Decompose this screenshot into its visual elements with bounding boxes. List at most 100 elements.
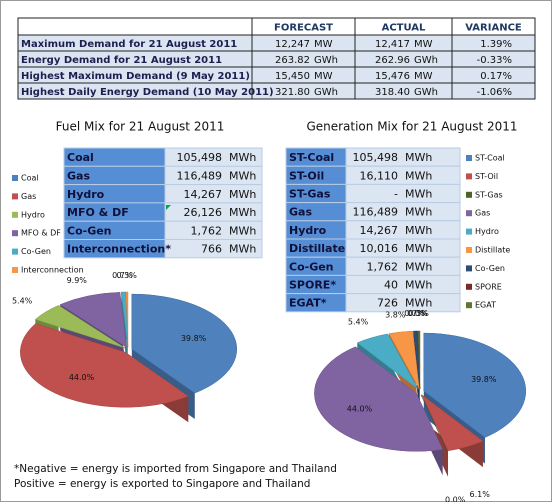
row-label: Interconnection* xyxy=(67,243,171,256)
data-label: 0.3% xyxy=(409,309,430,318)
legend-label: Hydro xyxy=(475,227,499,236)
slice xyxy=(417,330,421,390)
column-header: VARIANCE xyxy=(465,23,522,34)
legend-label: Distillate xyxy=(475,246,510,255)
row-label: Co-Gen xyxy=(67,224,112,237)
row-unit: MWh xyxy=(405,206,432,219)
actual-value: 318.40 xyxy=(375,87,410,98)
row-value: 105,498 xyxy=(353,151,399,164)
row-label: ST-Coal xyxy=(289,151,334,164)
data-label: 5.4% xyxy=(12,297,33,306)
legend-label: ST-Coal xyxy=(475,154,505,163)
actual-unit: GWh xyxy=(414,87,438,98)
data-label: 39.8% xyxy=(471,375,497,384)
legend-swatch xyxy=(466,228,472,235)
row-unit: MWh xyxy=(229,224,256,237)
row-value: 105,498 xyxy=(177,151,223,164)
row-unit: MWh xyxy=(405,188,432,201)
data-label: 39.8% xyxy=(181,334,207,343)
slice xyxy=(421,394,484,452)
data-label: 3.8% xyxy=(385,310,406,319)
row-label: Coal xyxy=(67,151,94,164)
legend-label: ST-Oil xyxy=(475,172,498,181)
data-label: 0.0% xyxy=(445,495,466,502)
forecast-value: 263.82 xyxy=(275,55,310,66)
legend-label: EGAT xyxy=(475,301,496,310)
legend-swatch xyxy=(12,230,18,237)
row-value: - xyxy=(394,188,398,201)
data-label: 44.0% xyxy=(69,373,95,382)
slice xyxy=(131,293,237,394)
legend-swatch xyxy=(466,191,472,198)
data-label: 0.7% xyxy=(112,271,133,280)
row-unit: MWh xyxy=(405,224,432,237)
row-label: SPORE* xyxy=(289,279,336,292)
slice xyxy=(423,332,526,438)
legend-swatch xyxy=(466,155,472,161)
row-label: Highest Daily Energy Demand (10 May 2011… xyxy=(21,87,274,98)
data-label: 0.7% xyxy=(404,309,425,318)
row-value: 14,267 xyxy=(184,188,223,201)
actual-value: 262.96 xyxy=(375,55,410,66)
data-label: 44.0% xyxy=(347,404,373,413)
footnote: *Negative = energy is imported from Sing… xyxy=(14,463,337,475)
row-label: ST-Oil xyxy=(289,169,324,182)
row-unit: MWh xyxy=(229,206,256,219)
slice xyxy=(314,346,444,452)
legend-label: MFO & DF xyxy=(21,229,61,238)
forecast-unit: MW xyxy=(314,71,333,82)
forecast-unit: GWh xyxy=(314,87,338,98)
legend-swatch xyxy=(12,267,18,273)
row-value: 1,762 xyxy=(191,224,223,237)
row-label: Co-Gen xyxy=(289,260,334,273)
legend-swatch xyxy=(466,302,472,309)
actual-value: 12,417 xyxy=(375,39,410,50)
variance-value: 1.39% xyxy=(480,39,512,50)
actual-value: 15,476 xyxy=(375,71,410,82)
row-label: EGAT* xyxy=(289,297,327,310)
row-value: 40 xyxy=(384,279,398,292)
row-unit: MWh xyxy=(229,169,256,182)
actual-unit: GWh xyxy=(414,55,438,66)
actual-unit: MW xyxy=(414,39,433,50)
column-header: ACTUAL xyxy=(382,23,426,34)
chart-title: Generation Mix for 21 August 2011 xyxy=(306,120,517,134)
data-label: 5.4% xyxy=(348,318,369,327)
row-value: 116,489 xyxy=(177,169,223,182)
variance-value: -1.06% xyxy=(477,87,512,98)
row-label: MFO & DF xyxy=(67,206,129,219)
value-cell xyxy=(345,183,461,204)
legend-swatch xyxy=(466,247,472,253)
slice xyxy=(420,394,448,452)
value-cell xyxy=(164,239,263,259)
row-label: ST-Gas xyxy=(289,188,331,201)
row-label: Hydro xyxy=(67,188,105,201)
row-value: 116,489 xyxy=(353,206,399,219)
legend-swatch xyxy=(466,283,472,290)
row-value: 10,016 xyxy=(360,242,399,255)
data-label: 0.3% xyxy=(117,271,138,280)
chart-title: Fuel Mix for 21 August 2011 xyxy=(56,120,225,134)
legend-label: ST-Gas xyxy=(475,190,503,199)
legend-label: Interconnection xyxy=(21,266,84,275)
forecast-value: 15,450 xyxy=(275,71,310,82)
slice xyxy=(125,291,129,348)
value-cell xyxy=(345,293,461,313)
row-label: Distillate xyxy=(289,242,345,255)
forecast-value: 321.80 xyxy=(275,87,310,98)
legend-label: Coal xyxy=(21,174,39,183)
data-label: 0.0% xyxy=(407,309,428,318)
data-label: 6.1% xyxy=(469,490,490,499)
value-cell xyxy=(345,274,461,295)
legend-swatch xyxy=(466,173,472,180)
slice xyxy=(388,330,420,390)
forecast-unit: GWh xyxy=(314,55,338,66)
row-unit: MWh xyxy=(405,279,432,292)
row-value: 26,126 xyxy=(184,206,223,219)
legend-label: Co-Gen xyxy=(475,264,505,273)
forecast-unit: MW xyxy=(314,39,333,50)
legend-swatch xyxy=(12,193,18,200)
legend-swatch xyxy=(12,248,18,255)
row-unit: MWh xyxy=(405,242,432,255)
